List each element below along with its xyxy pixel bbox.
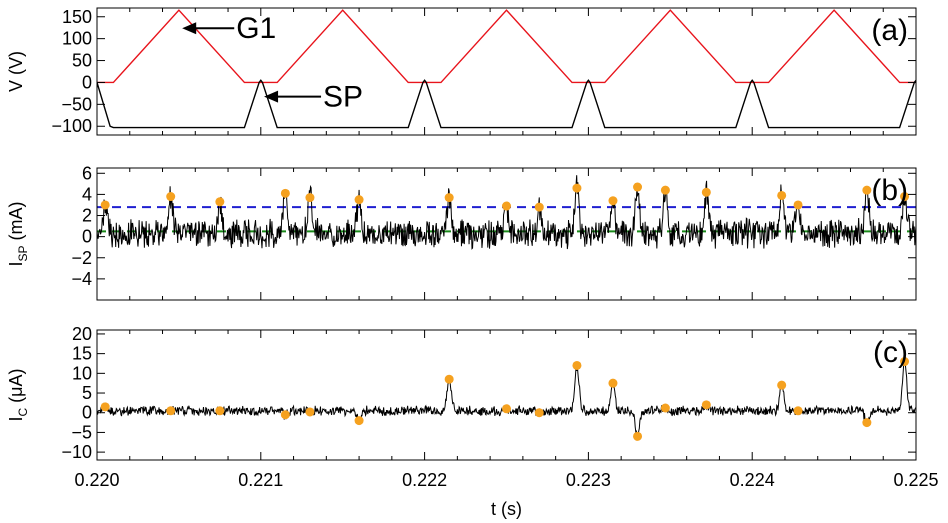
axes-frame-c: [96, 329, 917, 461]
plot-area-a: [97, 9, 916, 129]
x-tick-label-1: 0.221: [238, 470, 283, 490]
x-tick-label-4: 0.224: [730, 470, 775, 490]
data-point-c-13: [701, 400, 711, 410]
y-tick-label-a-1: −50: [61, 94, 92, 114]
y-tick-label-c-4: 10: [72, 363, 92, 383]
y-tick-label-b-3: 2: [82, 206, 92, 226]
data-point-b-15: [793, 200, 803, 210]
series-line-sp: [97, 79, 916, 129]
y-axis-label-main: I: [6, 417, 26, 422]
data-point-c-5: [354, 416, 364, 426]
data-point-c-16: [862, 418, 872, 428]
y-tick-label-c-6: 20: [72, 324, 92, 344]
y-axis-label-unit: (mA): [6, 201, 26, 245]
axes-frame-a: [96, 7, 917, 136]
series-line-g1: [97, 9, 916, 84]
data-point-b-5: [354, 195, 364, 205]
data-point-c-12: [660, 403, 670, 413]
y-tick-label-b-4: 4: [82, 184, 92, 204]
data-point-c-11: [633, 431, 643, 441]
data-point-c-17: [900, 357, 910, 367]
data-point-c-4: [305, 407, 315, 417]
annotation-arrowhead-sp: [264, 90, 279, 103]
data-point-b-8: [534, 202, 544, 212]
x-tick-label-3: 0.223: [566, 470, 611, 490]
axes-frame-b: [96, 167, 917, 301]
data-point-c-8: [534, 408, 544, 418]
data-point-b-2: [215, 197, 225, 207]
y-tick-label-c-5: 15: [72, 344, 92, 364]
y-axis-label-b: ISP (mA): [6, 201, 30, 266]
data-point-c-15: [793, 406, 803, 416]
data-point-c-14: [777, 380, 787, 390]
y-tick-label-c-3: 5: [82, 383, 92, 403]
data-point-b-11: [633, 182, 643, 192]
y-tick-label-a-5: 150: [62, 7, 92, 27]
y-axis-label-main: I: [6, 262, 26, 267]
annotation-arrowhead-g1: [182, 22, 197, 35]
x-tick-label-5: 0.225: [893, 470, 938, 490]
y-tick-label-c-0: −10: [61, 442, 92, 462]
y-tick-label-a-0: −100: [51, 116, 92, 136]
data-point-b-14: [777, 190, 787, 200]
data-point-b-6: [444, 193, 454, 203]
y-tick-label-a-3: 50: [72, 51, 92, 71]
panel-label-c: (c): [873, 336, 908, 369]
data-point-c-1: [166, 406, 176, 416]
data-point-b-10: [608, 196, 618, 206]
x-axis-label: t (s): [491, 499, 522, 519]
data-point-b-4: [305, 193, 315, 203]
y-axis-label-subscript: C: [16, 408, 30, 417]
signal-trace-c: [97, 361, 916, 441]
y-tick-label-c-2: 0: [82, 403, 92, 423]
y-tick-label-b-2: 0: [82, 227, 92, 247]
signal-trace-b: [97, 175, 916, 250]
data-point-c-9: [572, 360, 582, 370]
y-tick-label-c-1: −5: [71, 422, 92, 442]
data-point-c-7: [502, 404, 511, 414]
x-tick-label-2: 0.222: [402, 470, 447, 490]
data-point-c-10: [608, 378, 618, 388]
data-point-b-7: [502, 201, 511, 211]
y-tick-label-a-2: 0: [82, 72, 92, 92]
y-tick-label-b-1: −2: [71, 248, 92, 268]
data-point-c-0: [100, 402, 110, 412]
plot-area-c: [97, 357, 916, 441]
data-point-b-13: [701, 187, 711, 197]
data-point-b-12: [660, 185, 670, 195]
x-tick-label-0: 0.220: [74, 470, 119, 490]
y-tick-label-b-5: 6: [82, 163, 92, 183]
y-axis-label-subscript: SP: [16, 245, 30, 261]
data-point-b-1: [166, 192, 176, 202]
y-axis-label-a: V (V): [6, 51, 26, 92]
panel-label-b: (b): [871, 174, 908, 207]
y-tick-label-b-0: −4: [71, 269, 92, 289]
y-tick-label-a-4: 100: [62, 29, 92, 49]
data-point-c-3: [280, 410, 290, 420]
y-axis-label-unit: (μA): [6, 368, 26, 407]
data-point-b-17: [900, 192, 910, 202]
data-point-c-6: [444, 374, 454, 384]
panel-label-a: (a): [871, 14, 908, 47]
plot-area-b: [97, 175, 916, 250]
annotation-label-sp: SP: [323, 81, 363, 114]
annotation-label-g1: G1: [236, 12, 276, 45]
data-point-b-16: [862, 185, 872, 195]
data-point-b-3: [280, 188, 290, 198]
data-point-b-0: [100, 200, 110, 210]
data-point-c-2: [215, 406, 225, 416]
data-point-b-9: [572, 183, 582, 193]
y-axis-label-c: IC (μA): [6, 368, 30, 421]
